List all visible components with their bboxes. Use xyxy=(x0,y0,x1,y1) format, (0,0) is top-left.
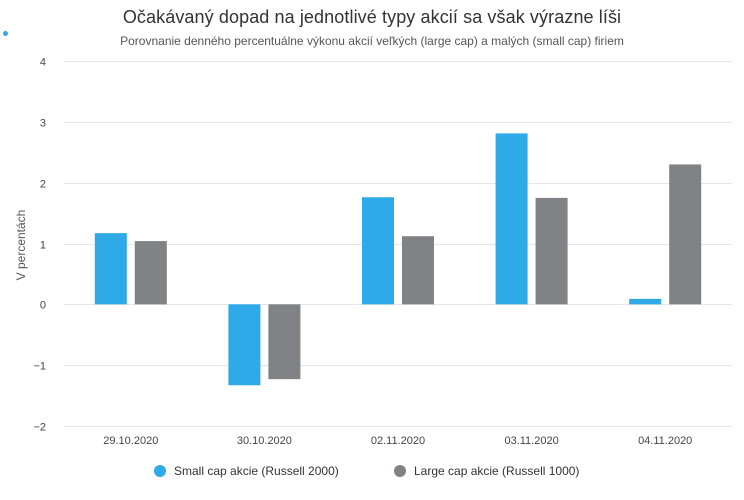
bar-small-cap[interactable] xyxy=(228,304,261,386)
bar-small-cap[interactable] xyxy=(495,133,528,305)
bars xyxy=(94,133,702,386)
x-tick-label: 29.10.2020 xyxy=(103,435,158,447)
y-tick-label: 1 xyxy=(40,240,46,252)
y-tick-label: 0 xyxy=(40,300,46,312)
chart-title: Očakávaný dopad na jednotlivé typy akcií… xyxy=(122,7,622,27)
x-tick-label: 30.10.2020 xyxy=(237,435,292,447)
bar-large-cap[interactable] xyxy=(535,197,568,305)
bar-large-cap[interactable] xyxy=(268,304,301,380)
x-tick-label: 03.11.2020 xyxy=(504,435,558,447)
legend-marker xyxy=(154,465,166,477)
marker-dot xyxy=(3,31,8,36)
bar-large-cap[interactable] xyxy=(134,241,167,305)
x-tick-label: 04.11.2020 xyxy=(638,435,692,447)
grid-lines xyxy=(64,61,732,427)
legend-item-label[interactable]: Large cap akcie (Russell 1000) xyxy=(414,464,579,478)
bar-large-cap[interactable] xyxy=(402,236,434,305)
y-tick-label: 4 xyxy=(40,57,46,69)
y-tick-label: −1 xyxy=(33,361,46,373)
x-axis-ticks: 29.10.2020 30.10.2020 02.11.2020 03.11.2020… xyxy=(103,435,692,447)
y-tick-label: 2 xyxy=(40,179,46,191)
x-tick-label: 02.11.2020 xyxy=(371,435,425,447)
bar-small-cap[interactable] xyxy=(362,197,394,305)
bar-small-cap[interactable] xyxy=(94,233,127,305)
legend-item-label[interactable]: Small cap akcie (Russell 2000) xyxy=(174,464,339,478)
bar-small-cap[interactable] xyxy=(629,298,662,305)
bar-large-cap[interactable] xyxy=(669,164,702,305)
y-tick-label: −2 xyxy=(33,422,46,434)
chart-subtitle: Porovnanie denného percentuálne výkonu a… xyxy=(120,34,624,48)
y-tick-label: 3 xyxy=(40,118,46,130)
legend: Small cap akcie (Russell 2000) Large cap … xyxy=(154,464,579,478)
y-axis-title: V percentách xyxy=(14,210,28,281)
y-axis-ticks: 4 3 2 1 0 −1 −2 xyxy=(33,57,46,434)
legend-marker xyxy=(394,465,406,477)
